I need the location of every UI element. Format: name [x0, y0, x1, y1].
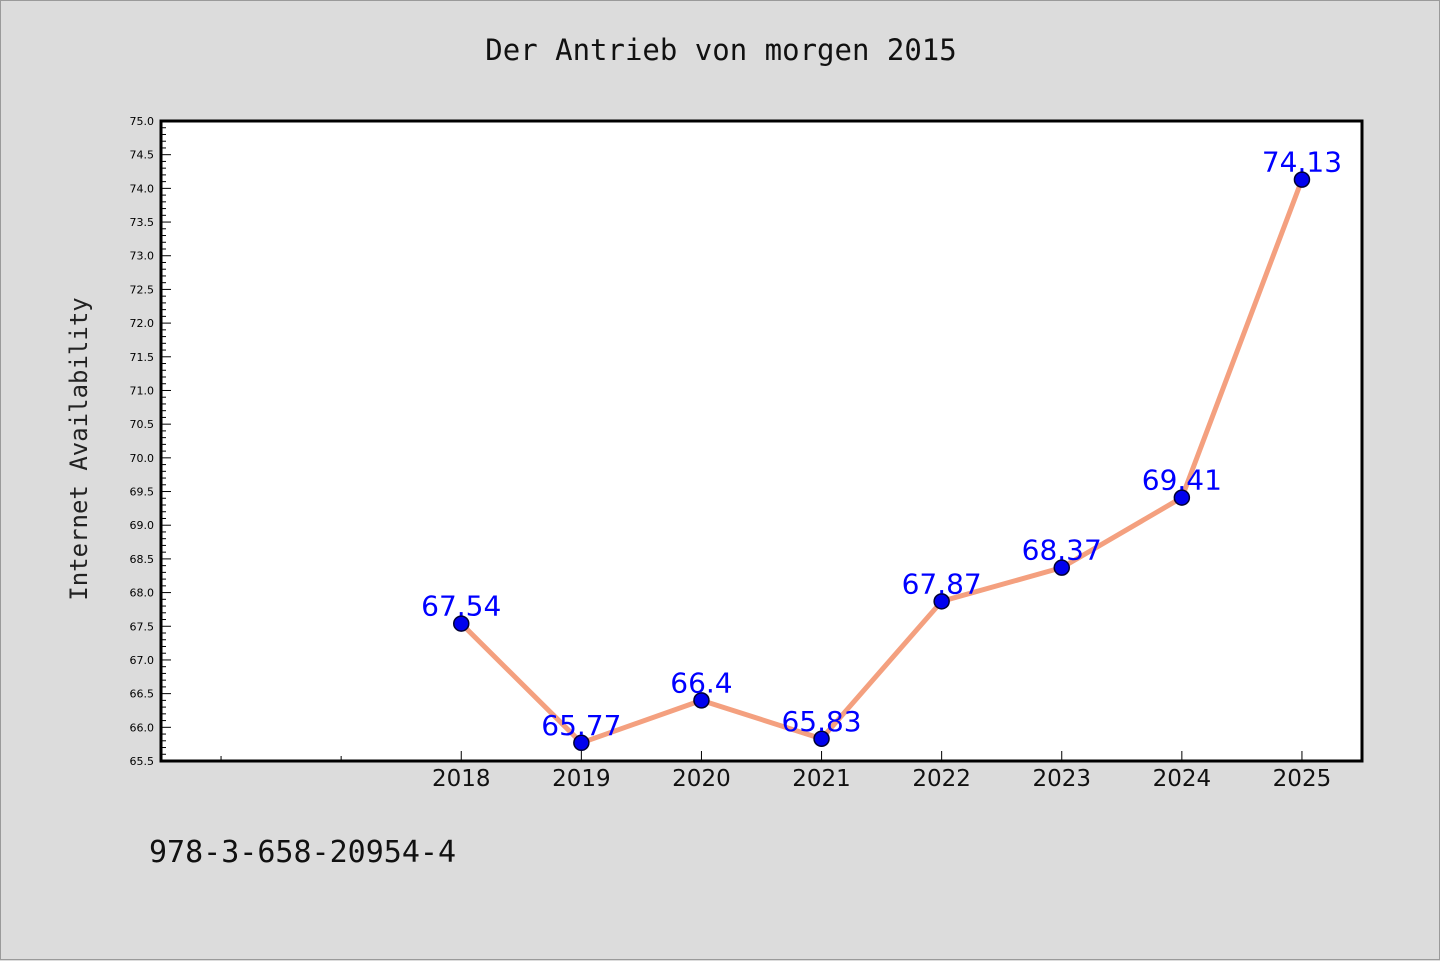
y-tick-label: 65.5	[130, 755, 155, 768]
y-tick-label: 69.5	[130, 486, 155, 499]
chart-title: Der Antrieb von morgen 2015	[485, 33, 957, 67]
data-label: 67.54	[421, 590, 501, 623]
y-tick-label: 71.0	[130, 384, 155, 397]
y-tick-label: 73.0	[130, 250, 155, 263]
series-points-group	[453, 171, 1311, 752]
data-label: 66.4	[670, 666, 732, 699]
y-tick-label: 74.5	[130, 149, 155, 162]
y-axis: 65.5 66.0 66.5 67.0 67.5 68.0 68.5 69.0 69.5 70.0…	[130, 115, 171, 768]
data-point	[573, 734, 590, 752]
x-tick-label: 2024	[1153, 766, 1212, 792]
y-tick-label: 75.0	[130, 115, 155, 128]
y-tick-label: 72.0	[130, 317, 155, 330]
data-point	[453, 615, 470, 632]
plot-area	[159, 119, 1364, 763]
y-tick-label: 68.5	[130, 553, 155, 566]
data-point	[1293, 171, 1311, 188]
y-tick-label: 68.0	[130, 587, 155, 600]
data-point	[1173, 489, 1191, 506]
data-point	[933, 593, 950, 610]
x-tick-label: 2023	[1032, 766, 1091, 792]
y-axis-label: Internet Availability	[65, 297, 93, 600]
y-tick-label: 70.5	[130, 418, 155, 431]
data-label: 65.83	[781, 705, 861, 738]
data-label: 67.87	[902, 567, 982, 600]
x-tick-label: 2020	[672, 766, 731, 792]
x-tick-label: 2022	[912, 766, 971, 792]
y-tick-label: 71.5	[130, 351, 155, 364]
data-label: 74.13	[1262, 146, 1342, 179]
data-label: 65.77	[541, 709, 621, 742]
y-tick-label: 67.5	[130, 620, 155, 633]
x-tick-label: 2018	[432, 766, 491, 792]
x-tick-label: 2025	[1273, 766, 1332, 792]
x-tick-label: 2021	[792, 766, 851, 792]
data-point	[1053, 559, 1070, 576]
y-tick-label: 69.0	[130, 519, 155, 532]
data-labels-group: 67.54 65.77 66.4 65.83 67.87 68.37 69.41 74.13	[421, 146, 1342, 742]
data-point	[813, 730, 830, 748]
y-tick-label: 66.0	[130, 721, 155, 734]
series-line	[459, 178, 1305, 746]
series-line-group	[459, 178, 1305, 746]
y-tick-label: 73.5	[130, 216, 155, 229]
x-tick-label: 2019	[552, 766, 611, 792]
y-tick-label: 67.0	[130, 654, 155, 667]
y-tick-label: 72.5	[130, 283, 155, 296]
data-label: 68.37	[1022, 534, 1102, 567]
data-label: 69.41	[1142, 464, 1222, 497]
data-point	[693, 692, 710, 709]
y-tick-label: 74.0	[130, 182, 155, 195]
isbn-footer: 978-3-658-20954-4	[149, 835, 457, 870]
x-axis: 2018 2019 2020 2021 2022 2023 2024 2025	[220, 751, 1332, 792]
y-tick-label: 70.0	[130, 452, 155, 465]
y-tick-label: 66.5	[130, 688, 155, 701]
